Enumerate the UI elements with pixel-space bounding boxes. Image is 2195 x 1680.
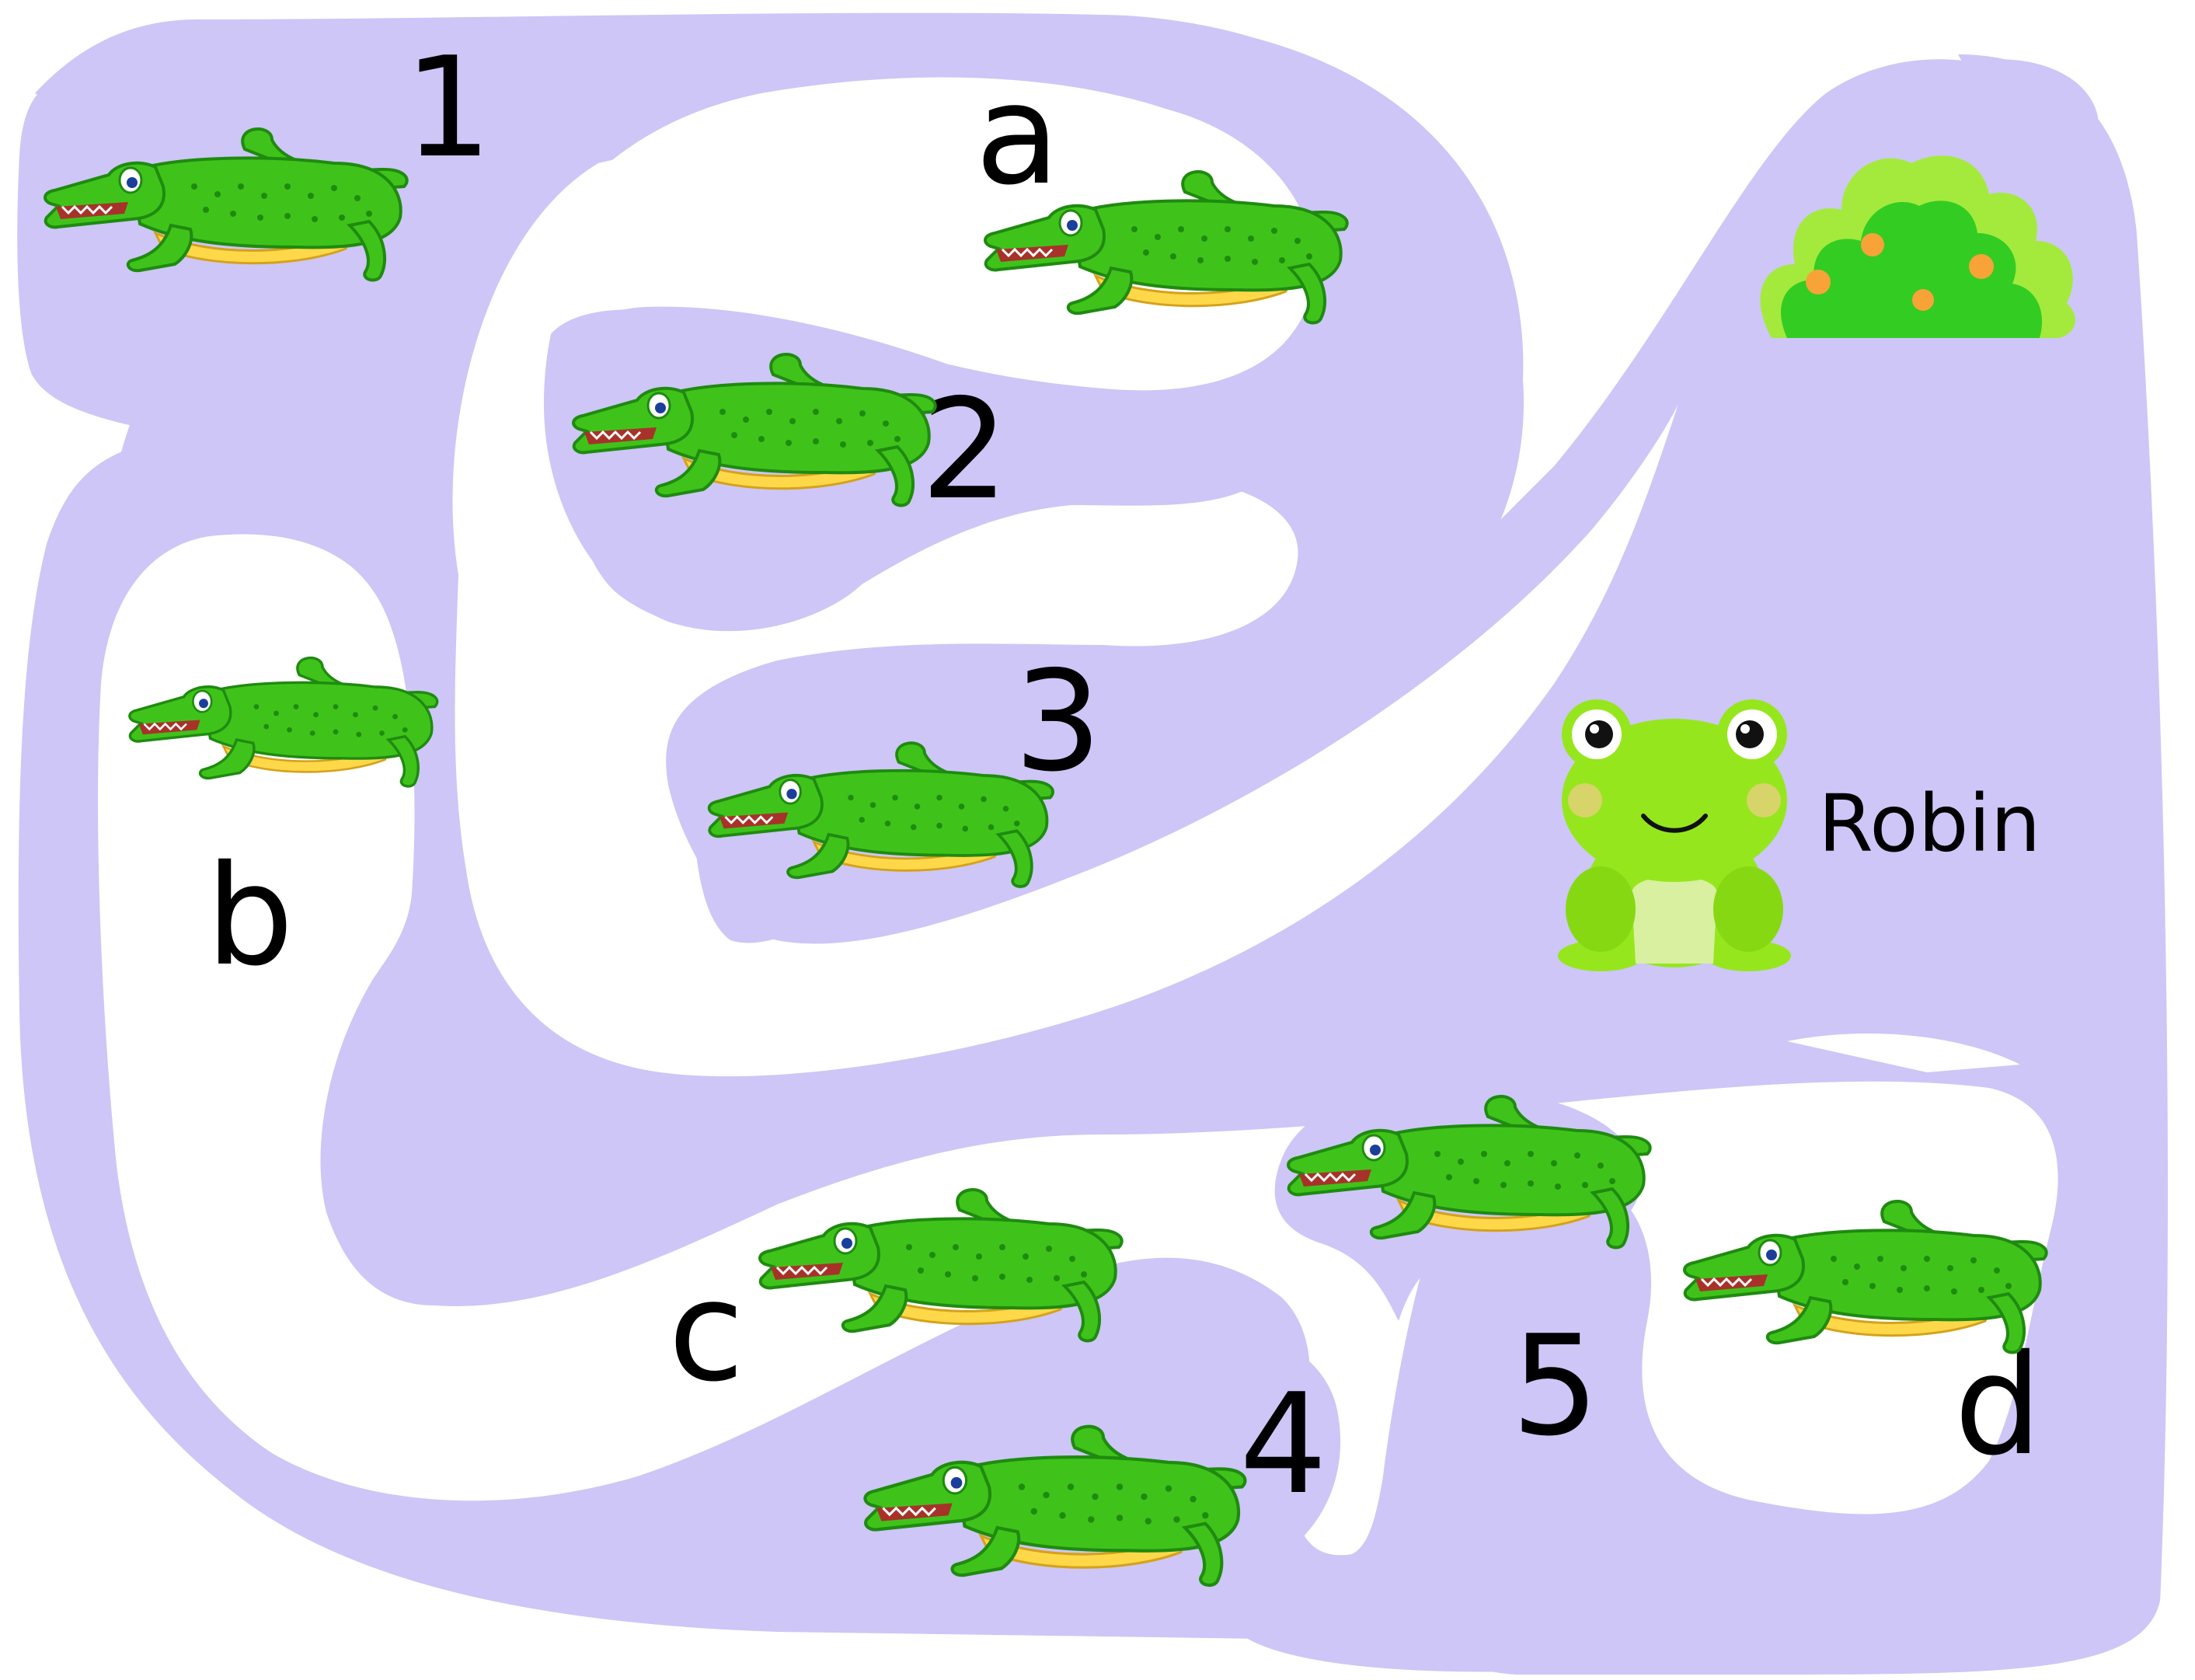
- label-b: b: [206, 835, 294, 996]
- frog-name-label: Robin: [1818, 778, 2040, 870]
- label-d: d: [1954, 1325, 2042, 1486]
- label-5: 5: [1511, 1305, 1599, 1466]
- bush-icon: [1760, 155, 2075, 338]
- water-region: [17, 19, 2162, 1675]
- label-c: c: [668, 1251, 744, 1412]
- label-a: a: [975, 54, 1060, 215]
- label-2: 2: [921, 369, 1009, 530]
- frog-icon: [1558, 699, 1791, 971]
- land-paths: [98, 77, 2058, 1556]
- label-3: 3: [1014, 641, 1102, 802]
- label-4: 4: [1239, 1364, 1327, 1525]
- label-1: 1: [404, 27, 492, 188]
